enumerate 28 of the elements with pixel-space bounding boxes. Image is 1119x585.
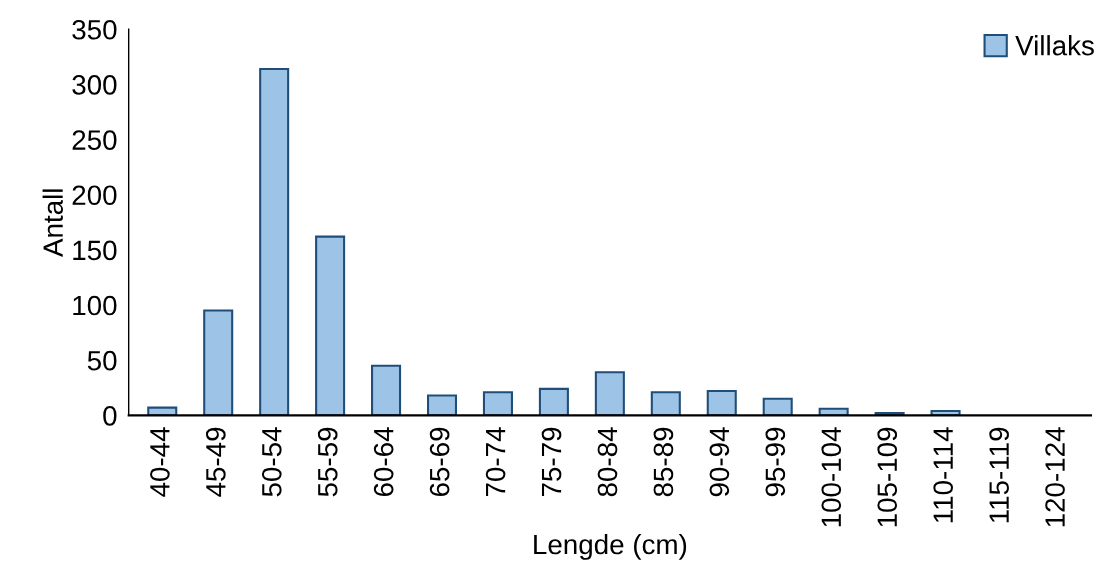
y-tick-label: 0 bbox=[103, 406, 117, 426]
y-tick-label: 200 bbox=[72, 185, 117, 206]
x-tick-label: 50-54 bbox=[261, 427, 282, 497]
y-tick-label: 350 bbox=[72, 19, 117, 40]
x-tick-label: 85-89 bbox=[653, 427, 674, 497]
y-tick-label: 100 bbox=[73, 295, 117, 316]
x-axis-title: Lengde (cm) bbox=[534, 533, 687, 560]
x-tick-label: 80-84 bbox=[597, 427, 618, 497]
x-tick-label: 90-94 bbox=[709, 427, 730, 497]
x-tick-label: 110-114 bbox=[933, 427, 954, 523]
x-tick-label: 65-69 bbox=[429, 427, 450, 497]
legend-label: Villaks bbox=[1015, 35, 1094, 56]
x-tick-label: 55-59 bbox=[317, 427, 338, 497]
y-axis-title: Antall bbox=[42, 189, 63, 257]
y-tick-label: 300 bbox=[72, 75, 117, 95]
y-tick-label: 250 bbox=[72, 130, 117, 150]
y-tick-label: 50 bbox=[87, 350, 117, 371]
x-tick-label: 115-119 bbox=[989, 427, 1009, 523]
x-tick-label: 105-109 bbox=[877, 427, 898, 527]
x-tick-label: 40-44 bbox=[150, 427, 170, 497]
x-tick-label: 45-49 bbox=[205, 427, 226, 497]
y-tick-label: 150 bbox=[73, 240, 117, 261]
x-tick-label: 120-124 bbox=[1045, 427, 1065, 527]
x-tick-label: 95-99 bbox=[765, 427, 786, 497]
x-tick-label: 100-104 bbox=[821, 427, 842, 527]
x-tick-label: 60-64 bbox=[373, 427, 394, 497]
x-tick-label: 75-79 bbox=[541, 427, 562, 497]
x-tick-label: 70-74 bbox=[485, 427, 506, 497]
